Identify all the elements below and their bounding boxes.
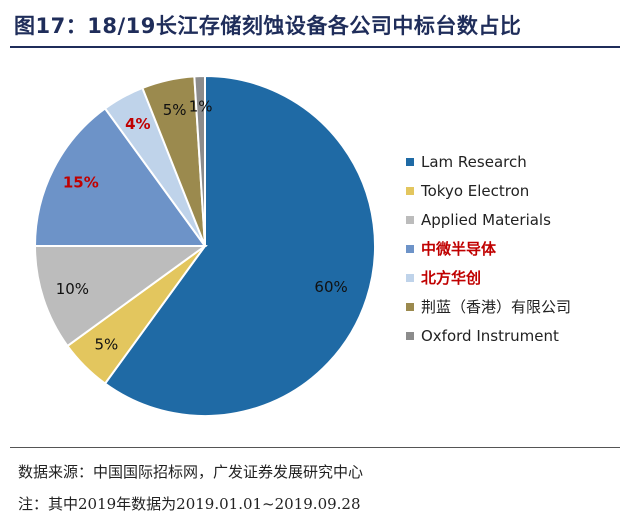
slice-label-3: 10%: [56, 280, 89, 298]
legend-item-5: 北方华创: [406, 263, 571, 292]
slice-label-5: 4%: [125, 115, 150, 133]
legend-label: Tokyo Electron: [421, 181, 530, 200]
legend-label: 北方华创: [421, 269, 482, 287]
slice-label-6: 5%: [163, 101, 187, 119]
legend-item-4: 中微半导体: [406, 234, 571, 263]
date-note: 注：其中2019年数据为2019.01.01~2019.09.28: [18, 495, 361, 513]
title-divider: [10, 46, 620, 48]
legend-item-6: 荆蓝（香港）有限公司: [406, 292, 571, 321]
legend-swatch: [406, 157, 414, 166]
slice-label-2: 5%: [95, 336, 119, 354]
legend-label: Oxford Instrument: [421, 326, 559, 345]
source-note: 数据来源：中国国际招标网，广发证券发展研究中心: [18, 463, 364, 481]
slice-label-1: 60%: [314, 278, 347, 296]
chart-legend: Lam Research Tokyo Electron Applied Materi…: [406, 147, 571, 350]
slice-label-7: 1%: [189, 98, 213, 116]
legend-item-3: Applied Materials: [406, 205, 571, 234]
legend-swatch: [406, 244, 414, 253]
legend-item-2: Tokyo Electron: [406, 176, 571, 205]
pie-slice-4: [33, 107, 207, 247]
legend-label: Lam Research: [421, 152, 527, 171]
legend-swatch: [406, 302, 414, 311]
legend-swatch: [406, 331, 414, 340]
pie-chart: 60%5%10%15%4%5% 1%: [33, 74, 376, 417]
legend-item-1: Lam Research: [406, 147, 571, 176]
pie-slice-7: [193, 74, 206, 247]
legend-label: Applied Materials: [421, 210, 551, 229]
figure-title: 图17：18/19长江存储刻蚀设备各公司中标台数占比: [14, 14, 522, 38]
legend-item-7: Oxford Instrument: [406, 321, 571, 350]
pie-slice-3: [33, 245, 209, 348]
pie-slice-1: [103, 74, 376, 417]
legend-swatch: [406, 273, 414, 282]
legend-swatch: [406, 215, 414, 224]
legend-label: 中微半导体: [421, 240, 497, 258]
legend-label: 荆蓝（香港）有限公司: [421, 298, 572, 316]
footer-divider: [10, 447, 620, 448]
legend-swatch: [406, 186, 414, 195]
slice-label-4: 15%: [63, 174, 99, 192]
